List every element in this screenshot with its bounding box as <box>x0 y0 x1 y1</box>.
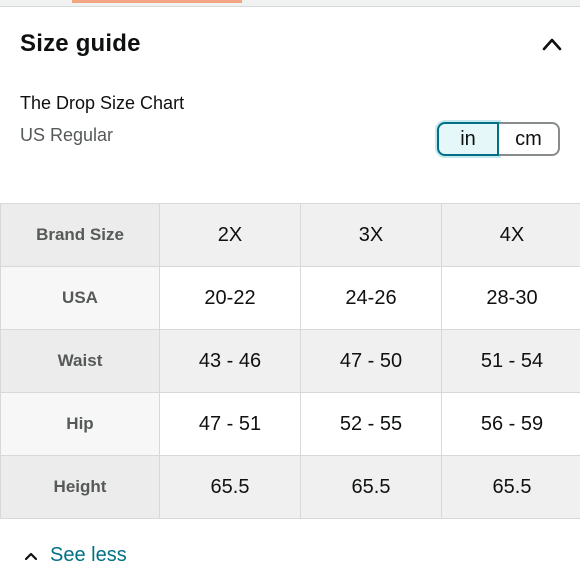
unit-cm-button[interactable]: cm <box>499 122 560 156</box>
table-cell: 4X <box>441 203 580 267</box>
active-tab-indicator <box>72 0 242 3</box>
table-row-usa: USA 20-22 24-26 28-30 <box>0 266 580 330</box>
size-table: Brand Size 2X 3X 4X USA 20-22 24-26 28-3… <box>0 203 580 519</box>
table-cell: 52 - 55 <box>300 392 442 456</box>
table-cell: 65.5 <box>159 455 301 519</box>
unit-toggle[interactable]: in cm <box>437 122 560 156</box>
table-cell: 3X <box>300 203 442 267</box>
row-label: Brand Size <box>0 203 160 267</box>
see-less-link[interactable]: See less <box>24 544 127 567</box>
table-cell: 20-22 <box>159 266 301 330</box>
fit-label: US Regular <box>20 125 114 145</box>
top-strip <box>0 0 580 7</box>
table-cell: 47 - 50 <box>300 329 442 393</box>
size-table-scroll[interactable]: Brand Size 2X 3X 4X USA 20-22 24-26 28-3… <box>0 203 580 521</box>
table-cell: 28-30 <box>441 266 580 330</box>
table-cell: 65.5 <box>441 455 580 519</box>
table-cell: 51 - 54 <box>441 329 580 393</box>
chart-name: The Drop Size Chart <box>20 93 185 113</box>
section-title: Size guide <box>20 30 141 57</box>
table-row-waist: Waist 43 - 46 47 - 50 51 - 54 <box>0 329 580 393</box>
collapse-button[interactable] <box>539 31 565 57</box>
table-cell: 2X <box>159 203 301 267</box>
table-cell: 65.5 <box>300 455 442 519</box>
row-label: Hip <box>0 392 160 456</box>
row-label: USA <box>0 266 160 330</box>
see-less-label: See less <box>50 544 127 566</box>
table-cell: 43 - 46 <box>159 329 301 393</box>
table-row-brand-size: Brand Size 2X 3X 4X <box>0 203 580 267</box>
row-label: Waist <box>0 329 160 393</box>
chevron-up-icon <box>542 38 562 51</box>
table-cell: 56 - 59 <box>441 392 580 456</box>
chevron-up-icon <box>24 552 38 560</box>
table-row-height: Height 65.5 65.5 65.5 <box>0 455 580 519</box>
size-guide-header[interactable]: Size guide <box>20 28 565 60</box>
row-label: Height <box>0 455 160 519</box>
table-row-hip: Hip 47 - 51 52 - 55 56 - 59 <box>0 392 580 456</box>
table-cell: 24-26 <box>300 266 442 330</box>
unit-inches-button[interactable]: in <box>437 122 499 156</box>
table-cell: 47 - 51 <box>159 392 301 456</box>
